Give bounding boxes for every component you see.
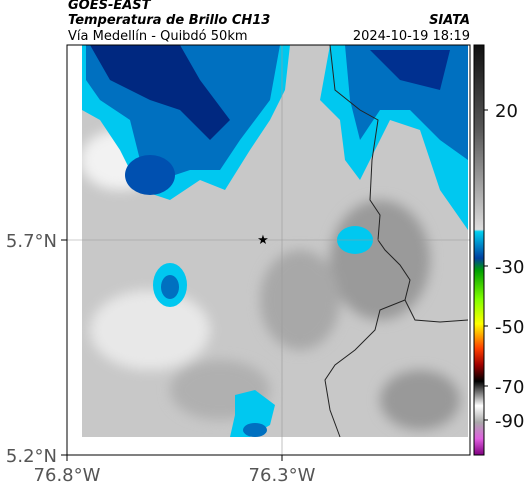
borders (324, 44, 469, 438)
graticule (67, 45, 470, 455)
satellite-image (82, 45, 468, 437)
colorbar-tick-label: -30 (495, 257, 524, 278)
colorbar-tick-label: -90 (495, 411, 524, 432)
city-marker: ★ (257, 233, 269, 248)
title: Temperatura de Brillo CH13 (68, 13, 270, 28)
lon-tick-label: 76.8°W (34, 465, 101, 486)
agency: SIATA (429, 13, 470, 28)
latitude-ticks: 5.7°N 5.2°N (6, 231, 67, 467)
colorbar-tick-label: 20 (495, 101, 518, 122)
subtitle: Vía Medellín - Quibdó 50km (68, 29, 248, 44)
longitude-ticks: 76.8°W 76.3°W (34, 455, 316, 486)
lat-tick-label: 5.2°N (6, 446, 57, 467)
colorbar-tick-label: -70 (495, 377, 524, 398)
map-frame (66, 44, 471, 456)
source: GOES-EAST (68, 0, 152, 13)
lon-tick-label: 76.3°W (249, 465, 316, 486)
colorbar: 20 -30 -50 -70 -90 (473, 44, 524, 456)
lat-tick-label: 5.7°N (6, 231, 57, 252)
datetime: 2024-10-19 18:19 (353, 29, 470, 44)
colorbar-tick-label: -50 (495, 317, 524, 338)
